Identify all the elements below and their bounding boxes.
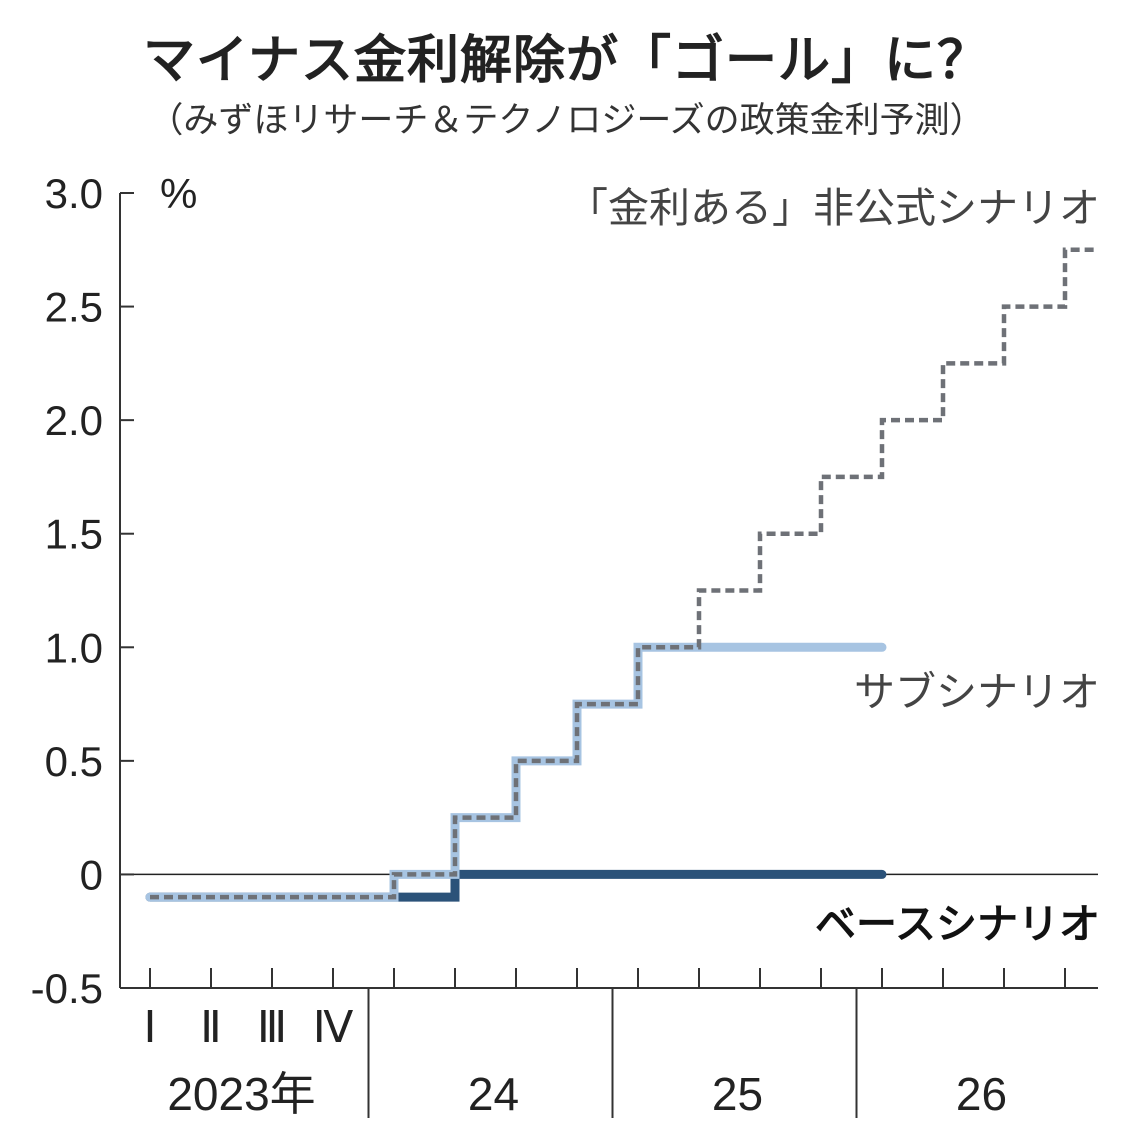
y-tick-label: 1.5 <box>45 511 103 558</box>
y-tick-label: -0.5 <box>31 965 103 1012</box>
y-unit-label: % <box>160 170 197 217</box>
series-label-base: ベースシナリオ <box>815 900 1100 948</box>
year-label: 25 <box>712 1068 763 1120</box>
y-tick-label: 2.0 <box>45 397 103 444</box>
series-label-unofficial: 「金利ある」非公式シナリオ <box>567 184 1100 232</box>
quarter-label: Ⅱ <box>200 1003 222 1052</box>
y-tick-label: 0.5 <box>45 738 103 785</box>
quarter-label: Ⅰ <box>144 1003 157 1052</box>
year-label: 24 <box>468 1068 519 1120</box>
y-tick-label: 1.0 <box>45 624 103 671</box>
y-tick-label: 3.0 <box>45 170 103 217</box>
series-line-unofficial <box>150 247 1098 900</box>
quarter-label: Ⅳ <box>313 1003 354 1052</box>
chart-subtitle: （みずほリサーチ＆テクノロジーズの政策金利予測） <box>148 101 985 141</box>
year-label: 26 <box>956 1068 1007 1120</box>
year-label: 2023年 <box>167 1068 315 1120</box>
y-tick-label: 0 <box>80 851 103 898</box>
y-tick-label: 2.5 <box>45 284 103 331</box>
chart-title: マイナス金利解除が「ゴール」に？ <box>143 31 990 91</box>
series-label-sub: サブシナリオ <box>854 668 1100 716</box>
quarter-label: Ⅲ <box>257 1003 287 1052</box>
